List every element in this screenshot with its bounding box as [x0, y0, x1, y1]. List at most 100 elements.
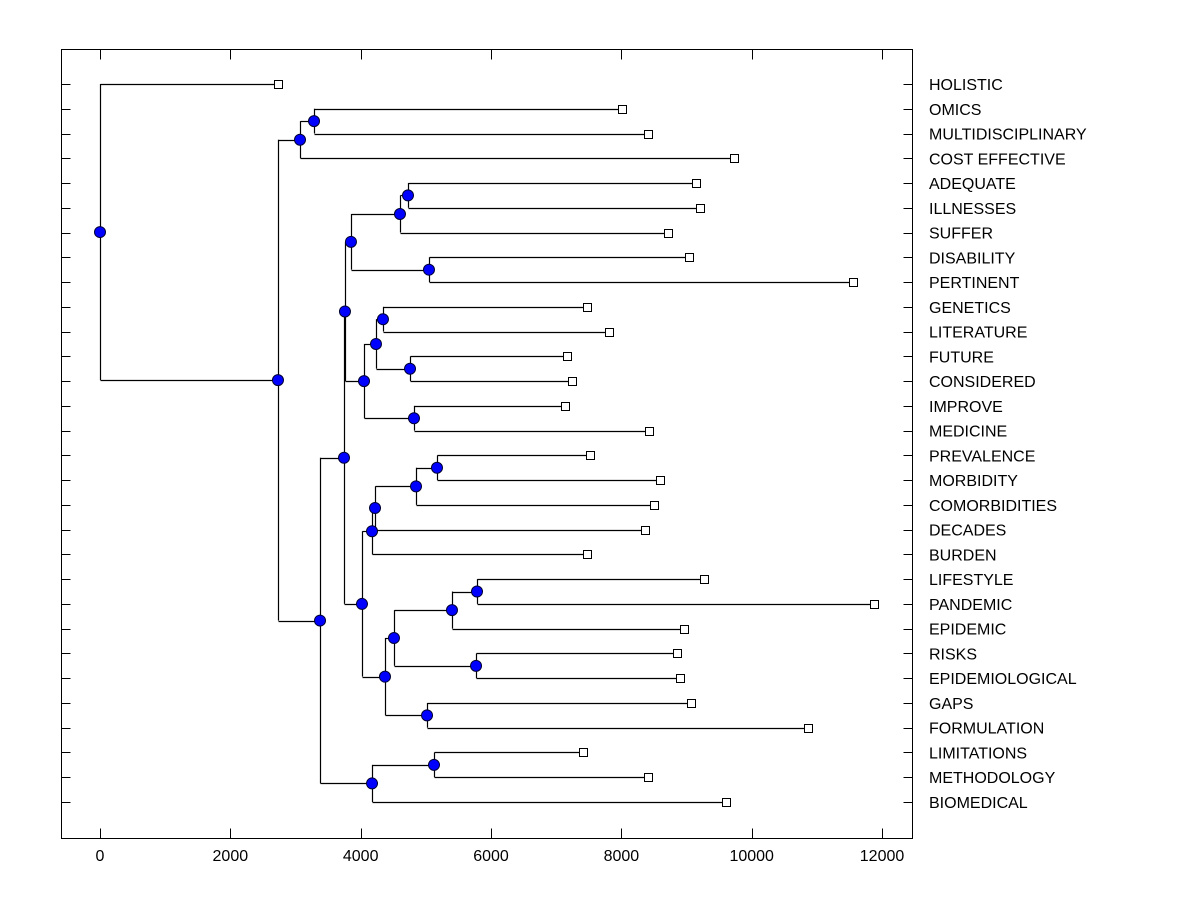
cluster-node-marker: [410, 480, 423, 493]
cluster-node-marker: [366, 525, 379, 538]
leaf-marker: [680, 625, 689, 634]
leaf-label: COST EFFECTIVE: [929, 151, 1066, 168]
cluster-node-marker: [393, 207, 406, 220]
leaf-marker: [583, 550, 592, 559]
leaf-marker: [645, 427, 654, 436]
axis-ticks: [61, 49, 913, 839]
cluster-node-marker: [369, 337, 382, 350]
leaf-marker: [664, 229, 673, 238]
cluster-node-marker: [422, 263, 435, 276]
x-tick-label: 10000: [729, 848, 774, 865]
leaf-label: EPIDEMIOLOGICAL: [929, 671, 1077, 688]
cluster-node-marker: [358, 375, 371, 388]
leaf-marker: [676, 674, 685, 683]
leaf-label: DISABILITY: [929, 250, 1016, 267]
cluster-node-marker: [308, 115, 321, 128]
x-tick-label: 6000: [473, 848, 509, 865]
cluster-node-marker: [366, 777, 379, 790]
leaf-marker: [849, 278, 858, 287]
cluster-node-marker: [427, 758, 440, 771]
leaf-label: COMORBIDITIES: [929, 498, 1057, 515]
leaf-label: FORMULATION: [929, 721, 1044, 738]
leaf-label: ADEQUATE: [929, 176, 1016, 193]
cluster-node-marker: [471, 585, 484, 598]
leaf-label: DECADES: [929, 523, 1006, 540]
cluster-node-marker: [445, 604, 458, 617]
leaf-marker: [650, 501, 659, 510]
cluster-nodes: [94, 115, 484, 790]
leaf-marker: [687, 699, 696, 708]
dendrogram-links: [99, 83, 875, 804]
leaf-label: PANDEMIC: [929, 597, 1012, 614]
leaf-marker: [641, 526, 650, 535]
cluster-node-marker: [344, 235, 357, 248]
leaf-label: LITERATURE: [929, 325, 1027, 342]
leaf-marker: [561, 402, 570, 411]
leaf-marker: [700, 575, 709, 584]
cluster-node-marker: [337, 451, 350, 464]
leaf-markers: [274, 80, 879, 807]
leaf-labels: HOLISTIC OMICS MULTIDISCIPLINARY COST EFFEC…: [929, 77, 1087, 812]
cluster-node-marker: [421, 709, 434, 722]
leaf-marker: [605, 328, 614, 337]
leaf-label: BURDEN: [929, 547, 997, 564]
x-tick-label: 8000: [604, 848, 640, 865]
x-axis-tick-labels: 0 2000 4000 6000 8000 10000 12000: [96, 848, 905, 865]
leaf-marker: [696, 204, 705, 213]
leaf-marker: [274, 80, 283, 89]
leaf-label: PREVALENCE: [929, 448, 1035, 465]
leaf-marker: [692, 179, 701, 188]
leaf-marker: [583, 303, 592, 312]
leaf-marker: [730, 154, 739, 163]
cluster-node-marker: [369, 501, 382, 514]
leaf-label: EPIDEMIC: [929, 622, 1006, 639]
leaf-marker: [722, 798, 731, 807]
leaf-marker: [568, 377, 577, 386]
x-tick-label: 12000: [860, 848, 905, 865]
leaf-label: LIMITATIONS: [929, 745, 1027, 762]
leaf-marker: [618, 105, 627, 114]
leaf-marker: [685, 253, 694, 262]
cluster-node-marker: [470, 659, 483, 672]
leaf-label: MULTIDISCIPLINARY: [929, 127, 1087, 144]
cluster-node-marker: [94, 226, 106, 239]
leaf-label: CONSIDERED: [929, 374, 1036, 391]
x-tick-label: 2000: [213, 848, 249, 865]
leaf-label: BIOMEDICAL: [929, 795, 1028, 812]
x-tick-label: 0: [96, 848, 105, 865]
leaf-label: FUTURE: [929, 349, 994, 366]
leaf-marker: [644, 773, 653, 782]
leaf-label: GENETICS: [929, 300, 1011, 317]
leaf-label: SUFFER: [929, 226, 993, 243]
leaf-marker: [644, 130, 653, 139]
leaf-marker: [870, 600, 879, 609]
cluster-node-marker: [338, 305, 351, 318]
leaf-marker: [579, 748, 588, 757]
cluster-node-marker: [271, 374, 284, 387]
cluster-node-marker: [407, 412, 420, 425]
x-tick-label: 4000: [343, 848, 379, 865]
leaf-label: METHODOLOGY: [929, 770, 1056, 787]
leaf-label: IMPROVE: [929, 399, 1003, 416]
leaf-label: PERTINENT: [929, 275, 1020, 292]
cluster-node-marker: [314, 614, 327, 627]
leaf-label: ILLNESSES: [929, 201, 1016, 218]
leaf-marker: [804, 724, 813, 733]
leaf-label: OMICS: [929, 102, 981, 119]
plot-area-frame: [61, 49, 913, 839]
cluster-node-marker: [294, 133, 307, 146]
cluster-node-marker: [376, 313, 389, 326]
leaf-label: MORBIDITY: [929, 473, 1018, 490]
leaf-marker: [563, 352, 572, 361]
cluster-node-marker: [355, 597, 368, 610]
cluster-node-marker: [378, 670, 391, 683]
leaf-label: RISKS: [929, 646, 977, 663]
cluster-node-marker: [387, 631, 400, 644]
leaf-marker: [656, 476, 665, 485]
leaf-marker: [673, 649, 682, 658]
leaf-label: HOLISTIC: [929, 77, 1003, 94]
cluster-node-marker: [430, 461, 443, 474]
cluster-node-marker: [404, 362, 417, 375]
leaf-label: MEDICINE: [929, 424, 1007, 441]
